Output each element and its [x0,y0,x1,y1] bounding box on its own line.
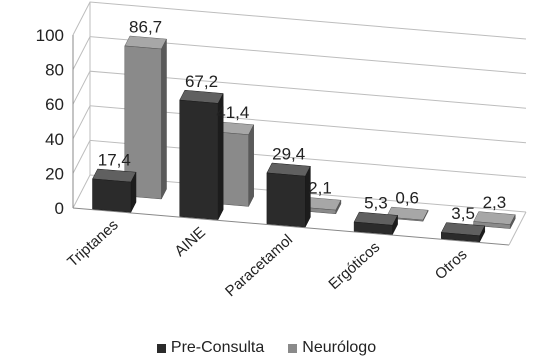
legend-swatch-series-1 [156,343,166,353]
bar-pre-consulta-5 [440,222,486,243]
category-label: Otros [432,246,471,283]
x-axis-line [72,207,510,246]
data-label-pre-consulta-3: 29,4 [272,145,305,164]
category-label: AINE [171,224,208,260]
data-label-pre-consulta-5: 3,5 [451,204,475,223]
bars [92,35,516,243]
y-tick-label: 0 [55,199,64,218]
legend-label-series-2: Neurólogo [302,339,377,356]
data-label-pre-consulta-1: 17,4 [98,151,131,170]
data-label-neurologo-1: 86,7 [129,18,162,37]
category-labels: Triptanes AINE Paracetamol Ergóticos Otros [64,216,470,300]
bar-pre-consulta-3 [266,162,311,228]
data-label-neurologo-4: 0,6 [395,189,419,208]
legend-label-series-1: Pre-Consulta [170,339,265,356]
bar-neurologo-1 [124,35,167,200]
y-tick-label: 40 [45,130,64,149]
floor-edge-right [508,211,527,246]
bar-neurologo-5 [473,211,516,229]
legend-swatch-series-2 [288,343,298,353]
legend-item-series-1: Pre-Consulta [156,339,265,357]
data-label-neurologo-3: 2,1 [308,179,332,198]
category-label: Triptanes [64,216,121,270]
data-labels: 17,4 86,7 67,2 41,4 29,42,1 5,3 0,6 3,5 2,3 [98,18,506,224]
category-label: Paracetamol [222,231,296,300]
bar-pre-consulta-2 [179,89,224,220]
y-tick-label: 80 [45,61,64,80]
legend-item-series-2: Neurólogo [288,339,376,357]
data-label-neurologo-5: 2,3 [483,193,507,212]
category-label: Ergóticos [325,239,383,293]
legend: Pre-Consulta Neurólogo [0,336,533,360]
bar-pre-consulta-4 [353,211,398,235]
data-label-neurologo-2: 41,4 [216,103,249,122]
y-tick-label: 100 [36,26,64,45]
y-tick-label: 20 [45,164,64,183]
data-label-pre-consulta-4: 5,3 [364,194,388,213]
y-tick-label: 60 [45,95,64,114]
data-label-pre-consulta-2: 67,2 [185,72,218,91]
bar-pre-consulta-1 [92,168,137,213]
